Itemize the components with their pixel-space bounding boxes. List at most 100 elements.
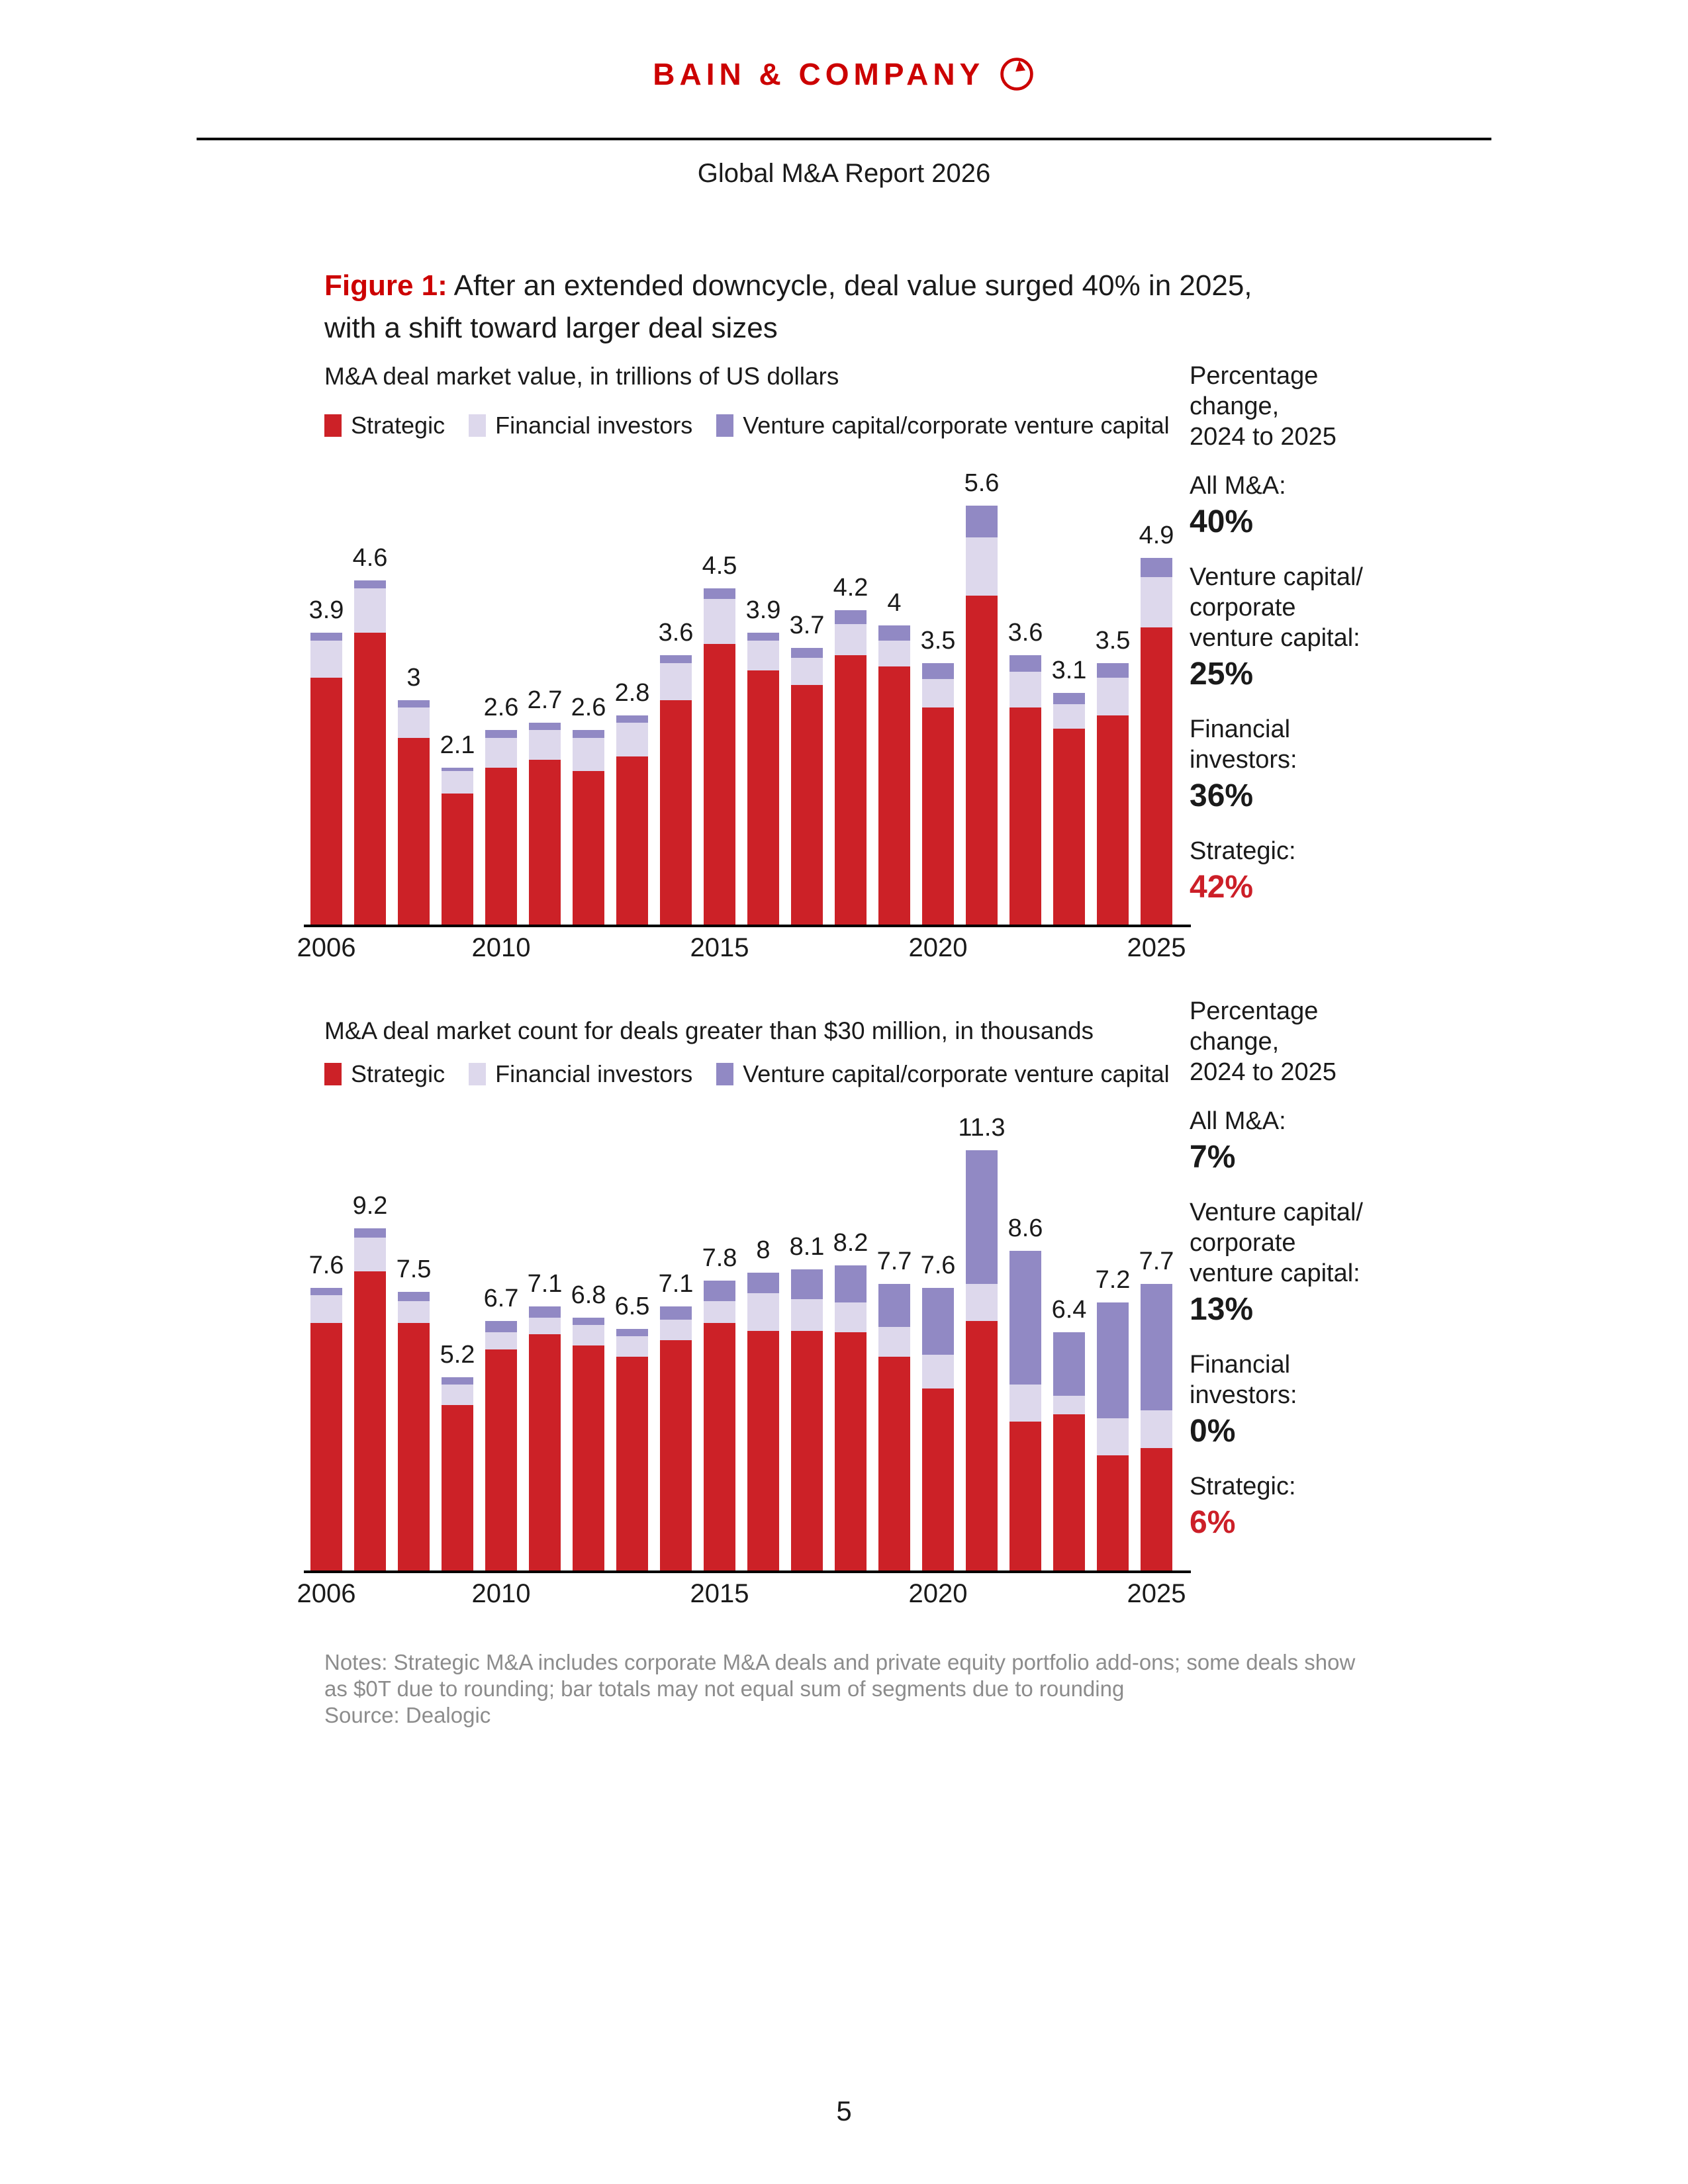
bar-2014-segment-strategic [660,700,692,925]
bar-2018-segment-strategic [835,655,867,925]
bar-2025-total-label: 7.7 [1139,1248,1174,1276]
bar-2022-total-label: 8.6 [1008,1214,1043,1242]
bar-2009-segment-strategic [442,1404,473,1570]
bar-2016-segment-strategic [747,1330,779,1570]
bar-2015-segment-venture-capital [704,1280,735,1301]
bar-2007-segment-financial-investors [354,588,386,633]
bar-2014-segment-financial-investors [660,1319,692,1340]
stat-venture-capital: Venture capital/corporate venture capital… [1190,562,1474,693]
bar-2019-total-label: 4 [887,589,902,617]
bar-2010-total-label: 6.7 [483,1285,519,1313]
strategic-swatch-icon [324,1063,342,1085]
stat-value: 42% [1190,870,1254,905]
panel-heading-line: 2024 to 2025 [1190,423,1336,451]
bar-2016-segment-venture-capital [747,1273,779,1294]
bar-2008-total-label: 7.5 [396,1255,432,1283]
bar-2019-segment-strategic [878,666,910,925]
bar-2022-segment-venture-capital [1009,655,1041,672]
bar-2017-total-label: 3.7 [789,611,825,639]
bar-2006-total-label: 3.9 [308,596,344,625]
stat-label-line: venture capital: [1190,1259,1360,1287]
legend-label: Strategic [351,412,445,439]
bar-2020-segment-strategic [922,707,954,925]
bar-2017-total-label: 8.1 [789,1232,825,1261]
bar-2019-segment-venture-capital [878,625,910,641]
x-tick-2020: 2020 [908,1579,968,1608]
bar-2023-segment-strategic [1053,728,1085,925]
bar-2022-segment-strategic [1009,1422,1041,1570]
bar-2008-segment-venture-capital [398,700,430,708]
bar-2019-total-label: 7.7 [876,1248,912,1276]
bar-2012-segment-financial-investors [573,1325,604,1345]
chart2-legend: Strategic Financial investors Venture capi… [324,1060,1170,1088]
chart1-legend: Strategic Financial investors Venture capi… [324,412,1170,439]
bar-2007-segment-financial-investors [354,1238,386,1271]
bar-2020-segment-financial-investors [922,1355,954,1388]
bar-2025-segment-strategic [1141,627,1172,925]
stat-value: 36% [1190,778,1254,813]
stat-all-m-a: All M&A: 7% [1190,1106,1474,1176]
bar-2025-segment-venture-capital [1141,558,1172,577]
chart2-x-axis-labels: 2006 2010 2015 2020 2025 [297,1579,1191,1619]
chart1-x-axis-labels: 2006 2010 2015 2020 2025 [297,933,1191,973]
bar-2016-total-label: 3.9 [745,596,781,625]
bar-2009-segment-strategic [442,794,473,925]
bar-2013-segment-financial-investors [616,722,648,756]
figure-title-text: After an extended downcycle, deal value … [447,269,1252,302]
x-tick-2025: 2025 [1127,1579,1186,1608]
stat-label-line: Strategic: [1190,1473,1296,1500]
bar-2015-segment-strategic [704,1323,735,1570]
stat-strategic: Strategic: 6% [1190,1471,1474,1541]
bar-2011-total-label: 7.1 [527,1269,563,1298]
stat-strategic: Strategic: 42% [1190,836,1474,906]
x-tick-2006: 2006 [297,1579,356,1608]
bar-2021-total-label: 11.3 [958,1113,1006,1142]
x-tick-2020: 2020 [908,933,968,962]
bar-2023-segment-venture-capital [1053,692,1085,704]
bain-logo: BAIN & COMPANY [0,56,1688,93]
bar-2009-total-label: 2.1 [440,731,475,759]
bar-2010-segment-strategic [485,1349,517,1570]
stat-label-line: corporate [1190,1229,1296,1257]
bar-2021-segment-strategic [966,1321,998,1570]
bar-2017-segment-venture-capital [791,1269,823,1299]
bar-2007-segment-venture-capital [354,1228,386,1238]
bar-2015-total-label: 7.8 [702,1244,737,1272]
bar-2009-segment-financial-investors [442,771,473,794]
bar-2014-segment-financial-investors [660,662,692,700]
bar-2019-segment-venture-capital [878,1284,910,1327]
bar-2007-segment-strategic [354,1271,386,1570]
bar-2022-segment-financial-investors [1009,672,1041,708]
bar-2013-total-label: 6.5 [614,1292,650,1320]
legend-label: Financial investors [495,1060,693,1087]
bar-2024-total-label: 3.5 [1095,626,1131,655]
bar-2012-segment-strategic [573,771,604,925]
stat-all-m-a: All M&A: 40% [1190,471,1474,541]
bar-2024-segment-strategic [1097,715,1129,925]
bar-2016-segment-financial-investors [747,640,779,670]
bar-2006-segment-financial-investors [310,640,342,678]
legend-item-venture_capital: Venture capital/corporate venture capita… [716,1060,1170,1088]
bar-2016-segment-venture-capital [747,633,779,641]
bar-2022-segment-financial-investors [1009,1385,1041,1422]
panel-heading: Percentage change, 2024 to 2025 [1190,996,1474,1087]
bar-2018-segment-financial-investors [835,1302,867,1333]
x-tick-2015: 2015 [690,933,749,962]
bar-2010-segment-strategic [485,767,517,925]
stat-label-line: investors: [1190,1381,1297,1409]
figure-title: Figure 1: After an extended downcycle, d… [324,265,1383,349]
bar-2007-segment-strategic [354,633,386,925]
bar-2015-segment-financial-investors [704,1300,735,1324]
bar-2018-segment-financial-investors [835,623,867,656]
bar-2022-segment-venture-capital [1009,1250,1041,1385]
panel-heading-line: 2024 to 2025 [1190,1058,1336,1086]
bar-2008-segment-venture-capital [398,1291,430,1301]
bar-2012-segment-strategic [573,1345,604,1570]
bar-2023-segment-financial-investors [1053,1395,1085,1414]
bar-2006-segment-strategic [310,678,342,925]
bar-2023-total-label: 3.1 [1051,656,1087,684]
panel-heading-line: change, [1190,1028,1280,1056]
bar-2008-segment-financial-investors [398,707,430,738]
bar-2017-segment-strategic [791,1330,823,1570]
